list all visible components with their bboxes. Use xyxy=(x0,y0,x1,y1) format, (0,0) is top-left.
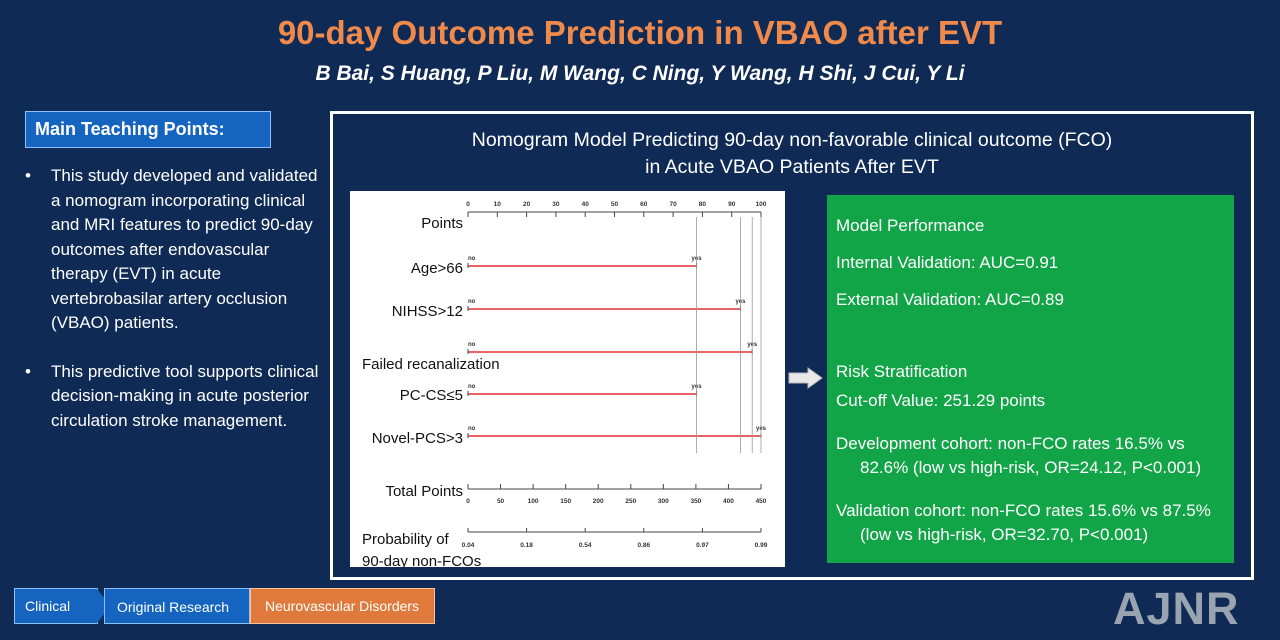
teaching-point-2: This predictive tool supports clinical d… xyxy=(25,360,325,434)
teaching-point-1: This study developed and validated a nom… xyxy=(25,164,325,336)
total-points-label: Total Points xyxy=(385,483,463,500)
validation-cohort: Validation cohort: non-FCO rates 15.6% v… xyxy=(836,501,1211,544)
variable-label: Age>66 xyxy=(411,260,463,277)
variable-no-label: no xyxy=(468,426,476,432)
nomogram-svg: Points0102030405060708090100Age>66noyesN… xyxy=(362,201,768,567)
probability-label-line2: 90-day non-FCOs xyxy=(362,553,481,567)
points-tick-label: 80 xyxy=(699,201,707,208)
points-tick-label: 50 xyxy=(611,201,619,208)
total-points-tick-label: 50 xyxy=(497,498,505,505)
panel-title: Nomogram Model Predicting 90-day non-fav… xyxy=(333,127,1251,181)
probability-tick-label: 0.04 xyxy=(462,542,475,549)
performance-panel: Model Performance Internal Validation: A… xyxy=(827,195,1234,563)
development-cohort: Development cohort: non-FCO rates 16.5% … xyxy=(836,434,1202,477)
probability-tick-label: 0.86 xyxy=(637,542,650,549)
tag-neurovascular-disorders[interactable]: Neurovascular Disorders xyxy=(250,588,435,624)
variable-no-label: no xyxy=(468,342,476,348)
authors: B Bai, S Huang, P Liu, M Wang, C Ning, Y… xyxy=(315,62,965,85)
teaching-points-label: Main Teaching Points: xyxy=(25,111,271,148)
points-axis-label: Points xyxy=(421,215,463,232)
probability-tick-label: 0.99 xyxy=(755,542,768,549)
cutoff-value: Cut-off Value: 251.29 points xyxy=(836,391,1046,410)
variable-no-label: no xyxy=(468,384,476,390)
probability-tick-label: 0.18 xyxy=(520,542,533,549)
points-tick-label: 20 xyxy=(523,201,531,208)
total-points-tick-label: 300 xyxy=(658,498,669,505)
variable-no-label: no xyxy=(468,299,476,305)
internal-validation: Internal Validation: AUC=0.91 xyxy=(836,253,1059,272)
points-tick-label: 60 xyxy=(640,201,648,208)
total-points-tick-label: 250 xyxy=(625,498,636,505)
total-points-tick-label: 450 xyxy=(756,498,767,505)
risk-heading: Risk Stratification xyxy=(836,362,968,381)
variable-no-label: no xyxy=(468,256,476,262)
variable-label: NIHSS>12 xyxy=(392,303,463,320)
ajnr-logo: AJNR xyxy=(1113,583,1240,634)
page-title: 90-day Outcome Prediction in VBAO after … xyxy=(277,14,1003,51)
tag-clinical[interactable]: Clinical xyxy=(14,588,98,624)
points-tick-label: 40 xyxy=(582,201,590,208)
variable-label: PC-CS≤5 xyxy=(400,387,463,404)
total-points-tick-label: 400 xyxy=(723,498,734,505)
variable-label: Novel-PCS>3 xyxy=(372,430,463,447)
points-tick-label: 100 xyxy=(756,201,767,208)
points-tick-label: 0 xyxy=(466,201,470,208)
teaching-points-list: This study developed and validated a nom… xyxy=(25,164,325,457)
total-points-tick-label: 350 xyxy=(690,498,701,505)
tag-original-research[interactable]: Original Research xyxy=(104,588,250,624)
total-points-tick-label: 200 xyxy=(593,498,604,505)
points-tick-label: 10 xyxy=(494,201,502,208)
points-tick-label: 30 xyxy=(552,201,560,208)
panel-title-line2: in Acute VBAO Patients After EVT xyxy=(645,156,939,178)
total-points-tick-label: 150 xyxy=(560,498,571,505)
nomogram-chart: Points0102030405060708090100Age>66noyesN… xyxy=(350,191,785,567)
external-validation: External Validation: AUC=0.89 xyxy=(836,290,1064,309)
probability-tick-label: 0.97 xyxy=(696,542,709,549)
nomogram-panel: Nomogram Model Predicting 90-day non-fav… xyxy=(330,111,1254,580)
arrow-right-icon xyxy=(788,367,823,389)
total-points-tick-label: 100 xyxy=(528,498,539,505)
probability-label-line1: Probability of xyxy=(362,531,450,548)
performance-heading: Model Performance xyxy=(836,216,985,235)
panel-title-line1: Nomogram Model Predicting 90-day non-fav… xyxy=(471,129,1113,151)
variable-label: Failed recanalization xyxy=(362,356,500,373)
points-tick-label: 90 xyxy=(728,201,736,208)
probability-tick-label: 0.54 xyxy=(579,542,592,549)
total-points-tick-label: 0 xyxy=(466,498,470,505)
points-tick-label: 70 xyxy=(669,201,677,208)
